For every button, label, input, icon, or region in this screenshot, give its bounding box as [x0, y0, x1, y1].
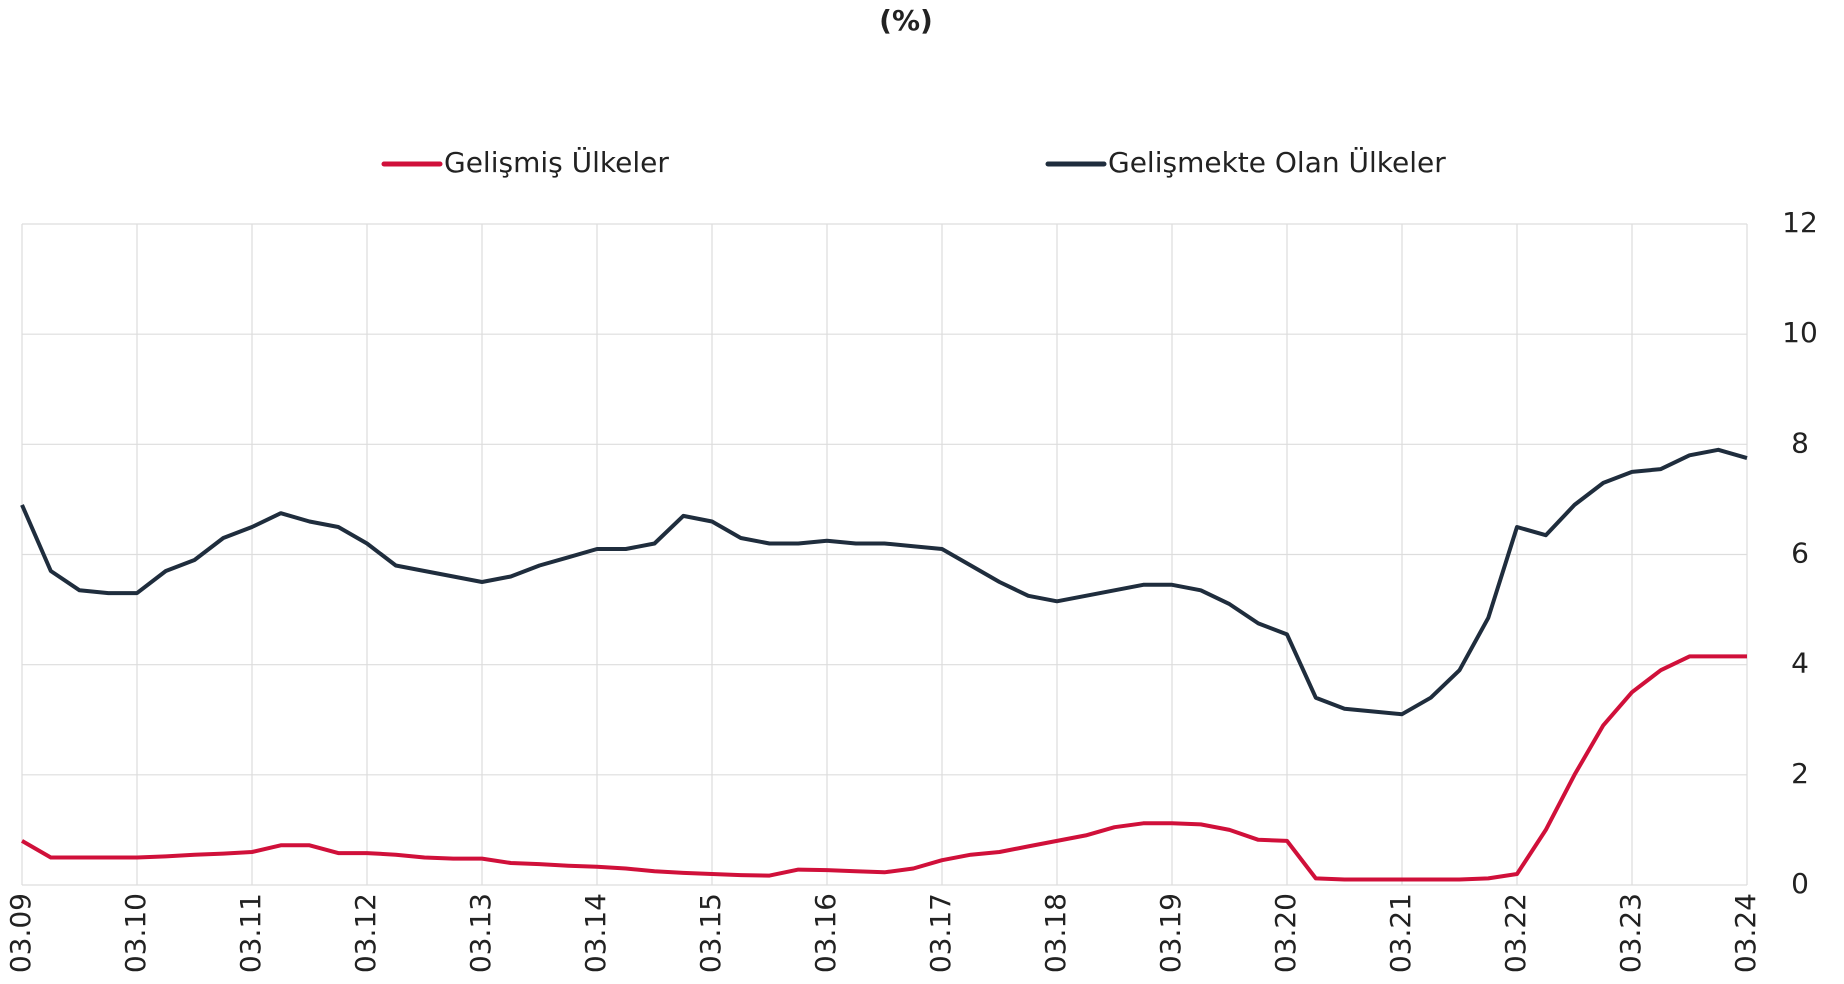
- y-tick-label: 2: [1791, 757, 1809, 790]
- x-tick-label: 03.09: [4, 893, 37, 973]
- x-tick-label: 03.24: [1729, 893, 1762, 973]
- line-series: [20, 447, 1748, 717]
- line-series: [21, 654, 1747, 882]
- x-tick-label: 03.20: [1269, 893, 1302, 973]
- y-tick-label: 4: [1791, 647, 1809, 680]
- x-tick-label: 03.18: [1039, 893, 1072, 973]
- legend-label: Gelişmekte Olan Ülkeler: [1108, 145, 1446, 179]
- y-tick-label: 10: [1782, 316, 1818, 349]
- x-tick-label: 03.11: [234, 893, 267, 973]
- legend-label: Gelişmiş Ülkeler: [444, 145, 669, 179]
- x-tick-label: 03.21: [1384, 893, 1417, 973]
- x-tick-label: 03.23: [1614, 893, 1647, 973]
- x-tick-label: 03.15: [694, 893, 727, 973]
- y-tick-label: 8: [1791, 426, 1809, 459]
- x-tick-label: 03.22: [1499, 893, 1532, 973]
- x-tick-label: 03.17: [924, 893, 957, 973]
- y-tick-label: 12: [1782, 206, 1818, 239]
- x-tick-label: 03.16: [809, 893, 842, 973]
- y-tick-label: 0: [1791, 867, 1809, 900]
- x-tick-label: 03.14: [579, 893, 612, 973]
- y-tick-label: 6: [1791, 537, 1809, 570]
- x-tick-label: 03.12: [349, 893, 382, 973]
- x-tick-label: 03.19: [1154, 893, 1187, 973]
- x-tick-label: 03.10: [119, 893, 152, 973]
- x-tick-label: 03.13: [464, 893, 497, 973]
- chart-title: (%): [879, 4, 933, 37]
